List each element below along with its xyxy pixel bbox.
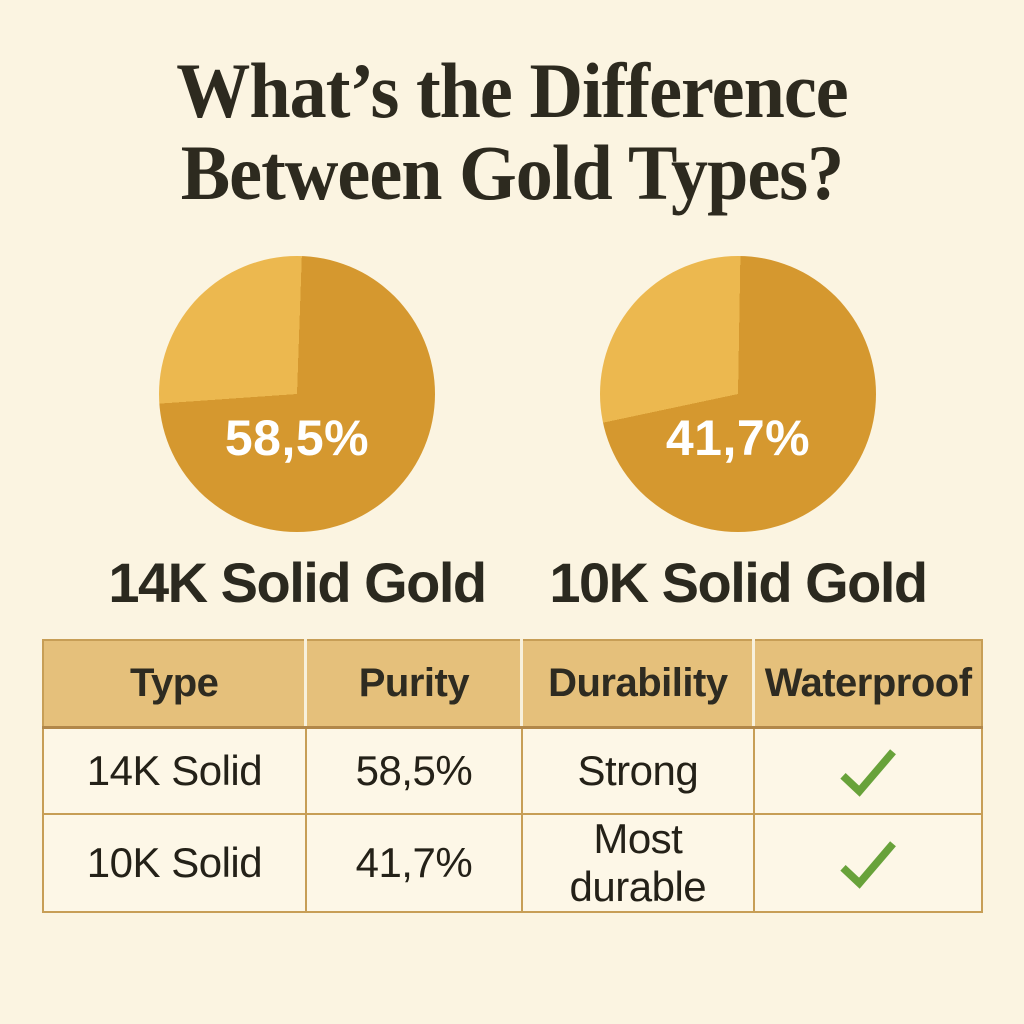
- header-purity: Purity: [305, 640, 524, 729]
- header-waterproof: Waterproof: [753, 640, 982, 729]
- header-row: Type Purity Durability Waterproof: [43, 640, 982, 729]
- page-title: What’s the Difference Between Gold Types…: [26, 50, 999, 214]
- comparison-table: Type Purity Durability Waterproof 14K So…: [42, 639, 984, 913]
- header-type: Type: [43, 640, 308, 729]
- pie-group-10k: 41,7% 10K Solid Gold: [528, 256, 948, 612]
- pie-percent-label-10k: 41,7%: [665, 410, 811, 466]
- table-row: 10K Solid 41,7% Most durable: [42, 813, 984, 913]
- cell-waterproof: [752, 813, 984, 913]
- cell-durability: Most durable: [520, 813, 755, 913]
- pie-caption-14k: 14K Solid Gold: [108, 551, 487, 614]
- cell-waterproof: [752, 726, 984, 815]
- comparison-table-header: Type Purity Durability Waterproof: [43, 640, 982, 729]
- cell-type: 14K Solid: [42, 726, 307, 815]
- pie-chart-10k: 41,7%: [600, 256, 876, 532]
- check-icon: [840, 749, 896, 797]
- check-icon: [840, 841, 896, 889]
- page-title-line1: What’s the Difference: [176, 47, 848, 134]
- cell-durability: Strong: [520, 726, 755, 815]
- pie-percent-label-14k: 58,5%: [224, 410, 370, 466]
- table-row: 14K Solid 58,5% Strong: [42, 726, 984, 815]
- page-title-line2: Between Gold Types?: [180, 129, 845, 216]
- comparison-table-body: 14K Solid 58,5% Strong 10K Solid 41,7% Most d…: [42, 726, 984, 913]
- cell-purity: 58,5%: [304, 726, 523, 815]
- pie-chart-14k: 58,5%: [159, 256, 435, 532]
- pie-group-14k: 58,5% 14K Solid Gold: [87, 256, 507, 612]
- cell-type: 10K Solid: [42, 813, 307, 913]
- header-durability: Durability: [521, 640, 756, 729]
- pie-caption-10k: 10K Solid Gold: [549, 551, 928, 614]
- cell-purity: 41,7%: [304, 813, 523, 913]
